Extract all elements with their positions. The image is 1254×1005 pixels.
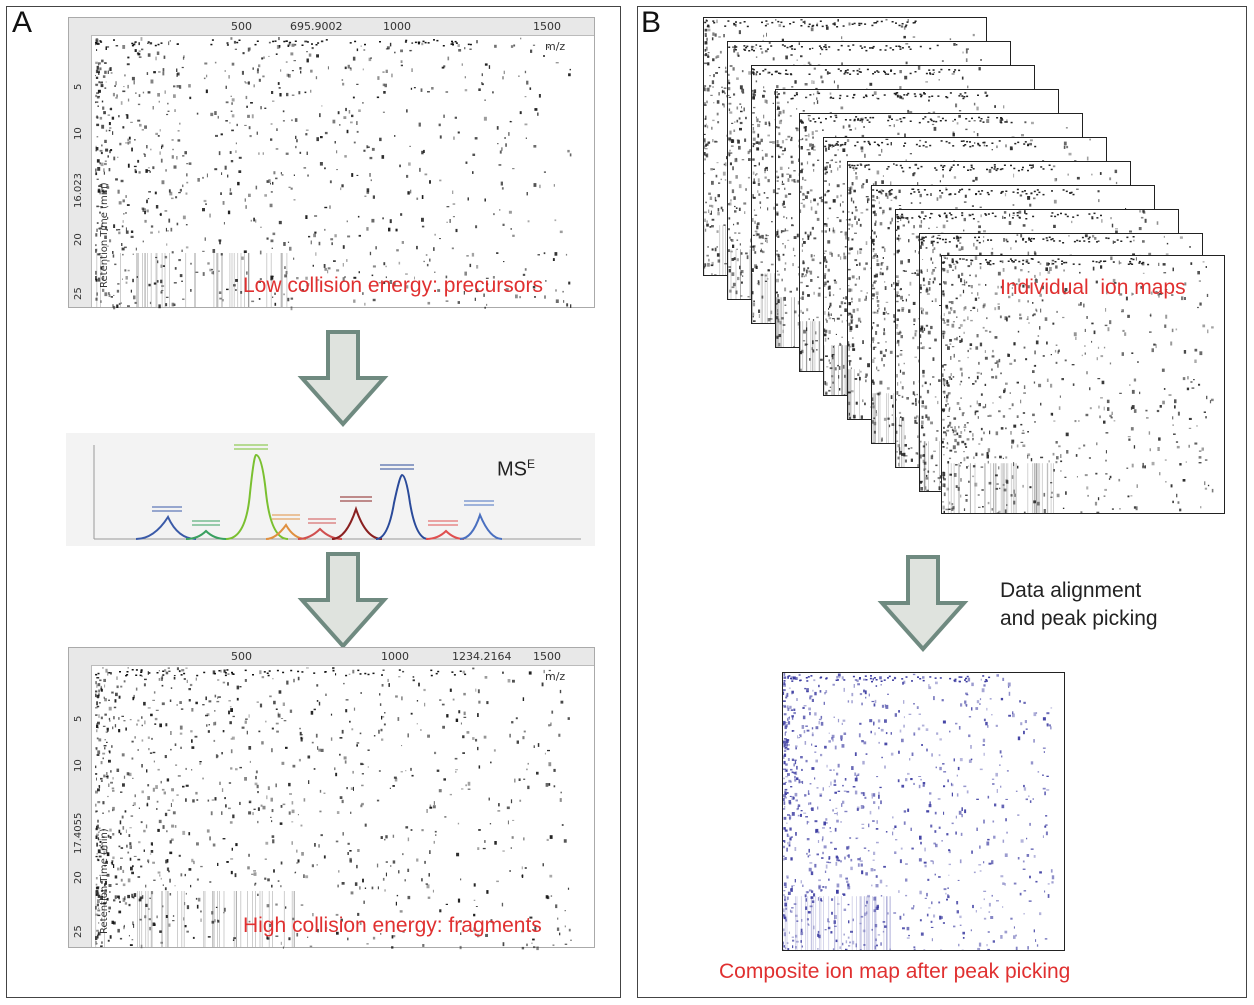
down-arrow	[297, 552, 389, 650]
mz-cursor-tick: 695.9002	[290, 20, 343, 33]
composite-caption: Composite ion map after peak picking	[719, 960, 1071, 983]
mz-tick: 500	[231, 650, 252, 663]
peak	[265, 523, 307, 540]
step-label-line: Data alignment	[1000, 579, 1142, 602]
precursor-ion-map: 500 695.9002 1000 1500 m/z 5 10 16.023 2…	[68, 17, 595, 311]
mz-tick: 1000	[383, 20, 411, 33]
rt-tick: 5	[73, 715, 84, 722]
peak	[425, 529, 465, 540]
fragment-caption: High collision energy: fragments	[243, 914, 542, 937]
composite-points	[783, 673, 1055, 950]
mz-axis-label: m/z	[545, 670, 566, 683]
rt-cursor-tick: 17.4055	[73, 812, 84, 854]
peak	[135, 514, 197, 540]
ion-map-points	[95, 667, 572, 951]
step-label: Data alignment and peak picking	[1000, 577, 1158, 633]
peak	[185, 529, 227, 540]
rt-tick: 20	[73, 233, 84, 246]
peak	[225, 453, 289, 540]
chromatogram-plot	[93, 444, 581, 540]
fragment-ion-map: 500 1000 1234.2164 1500 m/z 5 10 17.4055…	[68, 647, 595, 951]
rt-tick: 25	[73, 287, 84, 300]
mz-ruler	[69, 18, 594, 36]
step-label-line: and peak picking	[1000, 607, 1158, 630]
mz-tick: 1000	[381, 650, 409, 663]
rt-tick: 25	[73, 925, 84, 938]
rt-tick: 10	[73, 127, 84, 140]
rt-tick: 20	[73, 871, 84, 884]
precursor-caption: Low collision energy: precursors	[243, 274, 543, 297]
ion-map-points	[942, 256, 1214, 513]
mz-tick: 500	[231, 20, 252, 33]
mz-tick: 1500	[533, 20, 561, 33]
panel-b-letter: B	[641, 6, 662, 39]
mz-axis-label: m/z	[545, 40, 566, 53]
ion-map-points	[95, 37, 572, 311]
mse-label: MSE	[497, 457, 536, 481]
down-arrow	[297, 330, 389, 428]
mz-tick: 1500	[533, 650, 561, 663]
composite-ion-map	[782, 672, 1065, 951]
rt-ruler	[69, 35, 92, 307]
peak	[297, 527, 343, 540]
down-arrow	[877, 555, 969, 653]
ion-map-frame-front: Individual ion maps	[941, 255, 1225, 514]
rt-tick: 5	[73, 83, 84, 90]
stack-caption: Individual ion maps	[1000, 276, 1186, 299]
rt-ruler	[69, 665, 92, 947]
mse-chromatogram: MSE	[66, 433, 595, 546]
mz-ruler	[69, 648, 594, 666]
mz-cursor-tick: 1234.2164	[452, 650, 512, 663]
peak	[459, 512, 503, 540]
rt-cursor-tick: 16.023	[73, 173, 84, 208]
peak	[375, 473, 429, 540]
panel-a-letter: A	[12, 6, 33, 39]
rt-tick: 10	[73, 759, 84, 772]
peak	[331, 505, 383, 540]
